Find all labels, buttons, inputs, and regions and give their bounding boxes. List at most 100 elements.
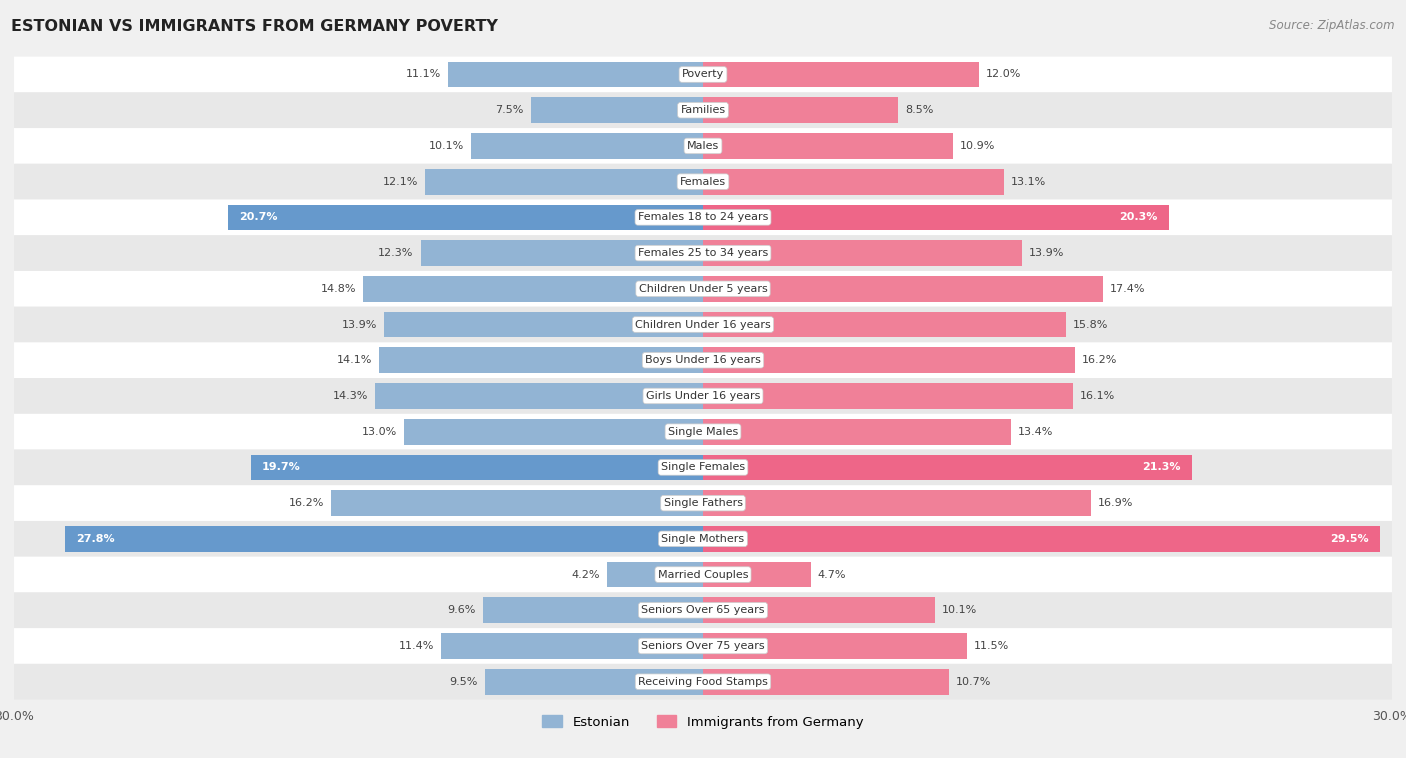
Text: 20.7%: 20.7% bbox=[239, 212, 277, 222]
Text: 21.3%: 21.3% bbox=[1142, 462, 1181, 472]
Bar bbox=[425, 169, 703, 195]
Bar bbox=[703, 347, 1076, 373]
Bar bbox=[482, 597, 703, 623]
Bar bbox=[380, 347, 703, 373]
Text: 11.1%: 11.1% bbox=[406, 70, 441, 80]
Bar bbox=[405, 419, 703, 444]
Text: 8.5%: 8.5% bbox=[905, 105, 934, 115]
Text: Females 18 to 24 years: Females 18 to 24 years bbox=[638, 212, 768, 222]
Text: 17.4%: 17.4% bbox=[1109, 283, 1144, 294]
FancyBboxPatch shape bbox=[14, 92, 1392, 128]
Text: 16.2%: 16.2% bbox=[288, 498, 323, 508]
Text: Children Under 16 years: Children Under 16 years bbox=[636, 320, 770, 330]
Text: ESTONIAN VS IMMIGRANTS FROM GERMANY POVERTY: ESTONIAN VS IMMIGRANTS FROM GERMANY POVE… bbox=[11, 19, 498, 34]
FancyBboxPatch shape bbox=[14, 235, 1392, 271]
Text: 19.7%: 19.7% bbox=[262, 462, 301, 472]
FancyBboxPatch shape bbox=[14, 485, 1392, 521]
Text: 13.1%: 13.1% bbox=[1011, 177, 1046, 186]
Text: Seniors Over 65 years: Seniors Over 65 years bbox=[641, 606, 765, 615]
FancyBboxPatch shape bbox=[14, 556, 1392, 593]
Text: Males: Males bbox=[688, 141, 718, 151]
FancyBboxPatch shape bbox=[14, 199, 1392, 235]
Bar bbox=[703, 597, 935, 623]
Bar bbox=[703, 61, 979, 87]
FancyBboxPatch shape bbox=[14, 449, 1392, 485]
Text: 9.5%: 9.5% bbox=[450, 677, 478, 687]
Text: 12.1%: 12.1% bbox=[382, 177, 418, 186]
Text: 13.9%: 13.9% bbox=[342, 320, 377, 330]
Bar bbox=[703, 455, 1192, 481]
Bar bbox=[449, 61, 703, 87]
Text: 11.4%: 11.4% bbox=[399, 641, 434, 651]
Text: 14.3%: 14.3% bbox=[332, 391, 368, 401]
Bar bbox=[703, 169, 1004, 195]
Text: 12.0%: 12.0% bbox=[986, 70, 1021, 80]
Bar bbox=[703, 383, 1073, 409]
Text: 10.7%: 10.7% bbox=[956, 677, 991, 687]
Bar bbox=[703, 419, 1011, 444]
Text: Children Under 5 years: Children Under 5 years bbox=[638, 283, 768, 294]
Bar bbox=[441, 633, 703, 659]
FancyBboxPatch shape bbox=[14, 593, 1392, 628]
Text: 10.1%: 10.1% bbox=[942, 606, 977, 615]
Text: 16.1%: 16.1% bbox=[1080, 391, 1115, 401]
FancyBboxPatch shape bbox=[14, 664, 1392, 700]
Bar bbox=[330, 490, 703, 516]
Bar bbox=[703, 205, 1170, 230]
Text: 15.8%: 15.8% bbox=[1073, 320, 1108, 330]
Bar bbox=[703, 97, 898, 123]
Text: 12.3%: 12.3% bbox=[378, 248, 413, 258]
Text: Females 25 to 34 years: Females 25 to 34 years bbox=[638, 248, 768, 258]
Text: 13.0%: 13.0% bbox=[363, 427, 398, 437]
FancyBboxPatch shape bbox=[14, 128, 1392, 164]
Text: Single Fathers: Single Fathers bbox=[664, 498, 742, 508]
Text: 10.9%: 10.9% bbox=[960, 141, 995, 151]
FancyBboxPatch shape bbox=[14, 307, 1392, 343]
Text: 10.1%: 10.1% bbox=[429, 141, 464, 151]
Text: Single Mothers: Single Mothers bbox=[661, 534, 745, 543]
Bar bbox=[703, 490, 1091, 516]
Bar bbox=[703, 240, 1022, 266]
Bar bbox=[363, 276, 703, 302]
Bar bbox=[703, 633, 967, 659]
Text: 13.9%: 13.9% bbox=[1029, 248, 1064, 258]
Bar bbox=[471, 133, 703, 158]
Text: 27.8%: 27.8% bbox=[76, 534, 115, 543]
Bar bbox=[703, 133, 953, 158]
Text: 20.3%: 20.3% bbox=[1119, 212, 1157, 222]
Bar bbox=[703, 562, 811, 587]
Bar bbox=[703, 276, 1102, 302]
Text: Single Males: Single Males bbox=[668, 427, 738, 437]
Text: Boys Under 16 years: Boys Under 16 years bbox=[645, 356, 761, 365]
Bar bbox=[531, 97, 703, 123]
FancyBboxPatch shape bbox=[14, 628, 1392, 664]
Bar bbox=[703, 526, 1381, 552]
Bar bbox=[703, 669, 949, 694]
Text: Married Couples: Married Couples bbox=[658, 569, 748, 580]
Text: 4.7%: 4.7% bbox=[818, 569, 846, 580]
Bar bbox=[606, 562, 703, 587]
FancyBboxPatch shape bbox=[14, 57, 1392, 92]
Text: 13.4%: 13.4% bbox=[1018, 427, 1053, 437]
Text: 16.2%: 16.2% bbox=[1083, 356, 1118, 365]
FancyBboxPatch shape bbox=[14, 271, 1392, 307]
Text: Females: Females bbox=[681, 177, 725, 186]
FancyBboxPatch shape bbox=[14, 378, 1392, 414]
Text: 11.5%: 11.5% bbox=[974, 641, 1010, 651]
Text: Single Females: Single Females bbox=[661, 462, 745, 472]
Text: Source: ZipAtlas.com: Source: ZipAtlas.com bbox=[1270, 19, 1395, 32]
FancyBboxPatch shape bbox=[14, 164, 1392, 199]
Text: 14.8%: 14.8% bbox=[321, 283, 356, 294]
Text: Receiving Food Stamps: Receiving Food Stamps bbox=[638, 677, 768, 687]
FancyBboxPatch shape bbox=[14, 414, 1392, 449]
Text: Poverty: Poverty bbox=[682, 70, 724, 80]
Bar bbox=[384, 312, 703, 337]
Bar bbox=[250, 455, 703, 481]
Bar bbox=[485, 669, 703, 694]
Text: 7.5%: 7.5% bbox=[495, 105, 524, 115]
Text: 14.1%: 14.1% bbox=[337, 356, 373, 365]
Text: 4.2%: 4.2% bbox=[571, 569, 599, 580]
Bar bbox=[420, 240, 703, 266]
Bar bbox=[374, 383, 703, 409]
Bar bbox=[703, 312, 1066, 337]
